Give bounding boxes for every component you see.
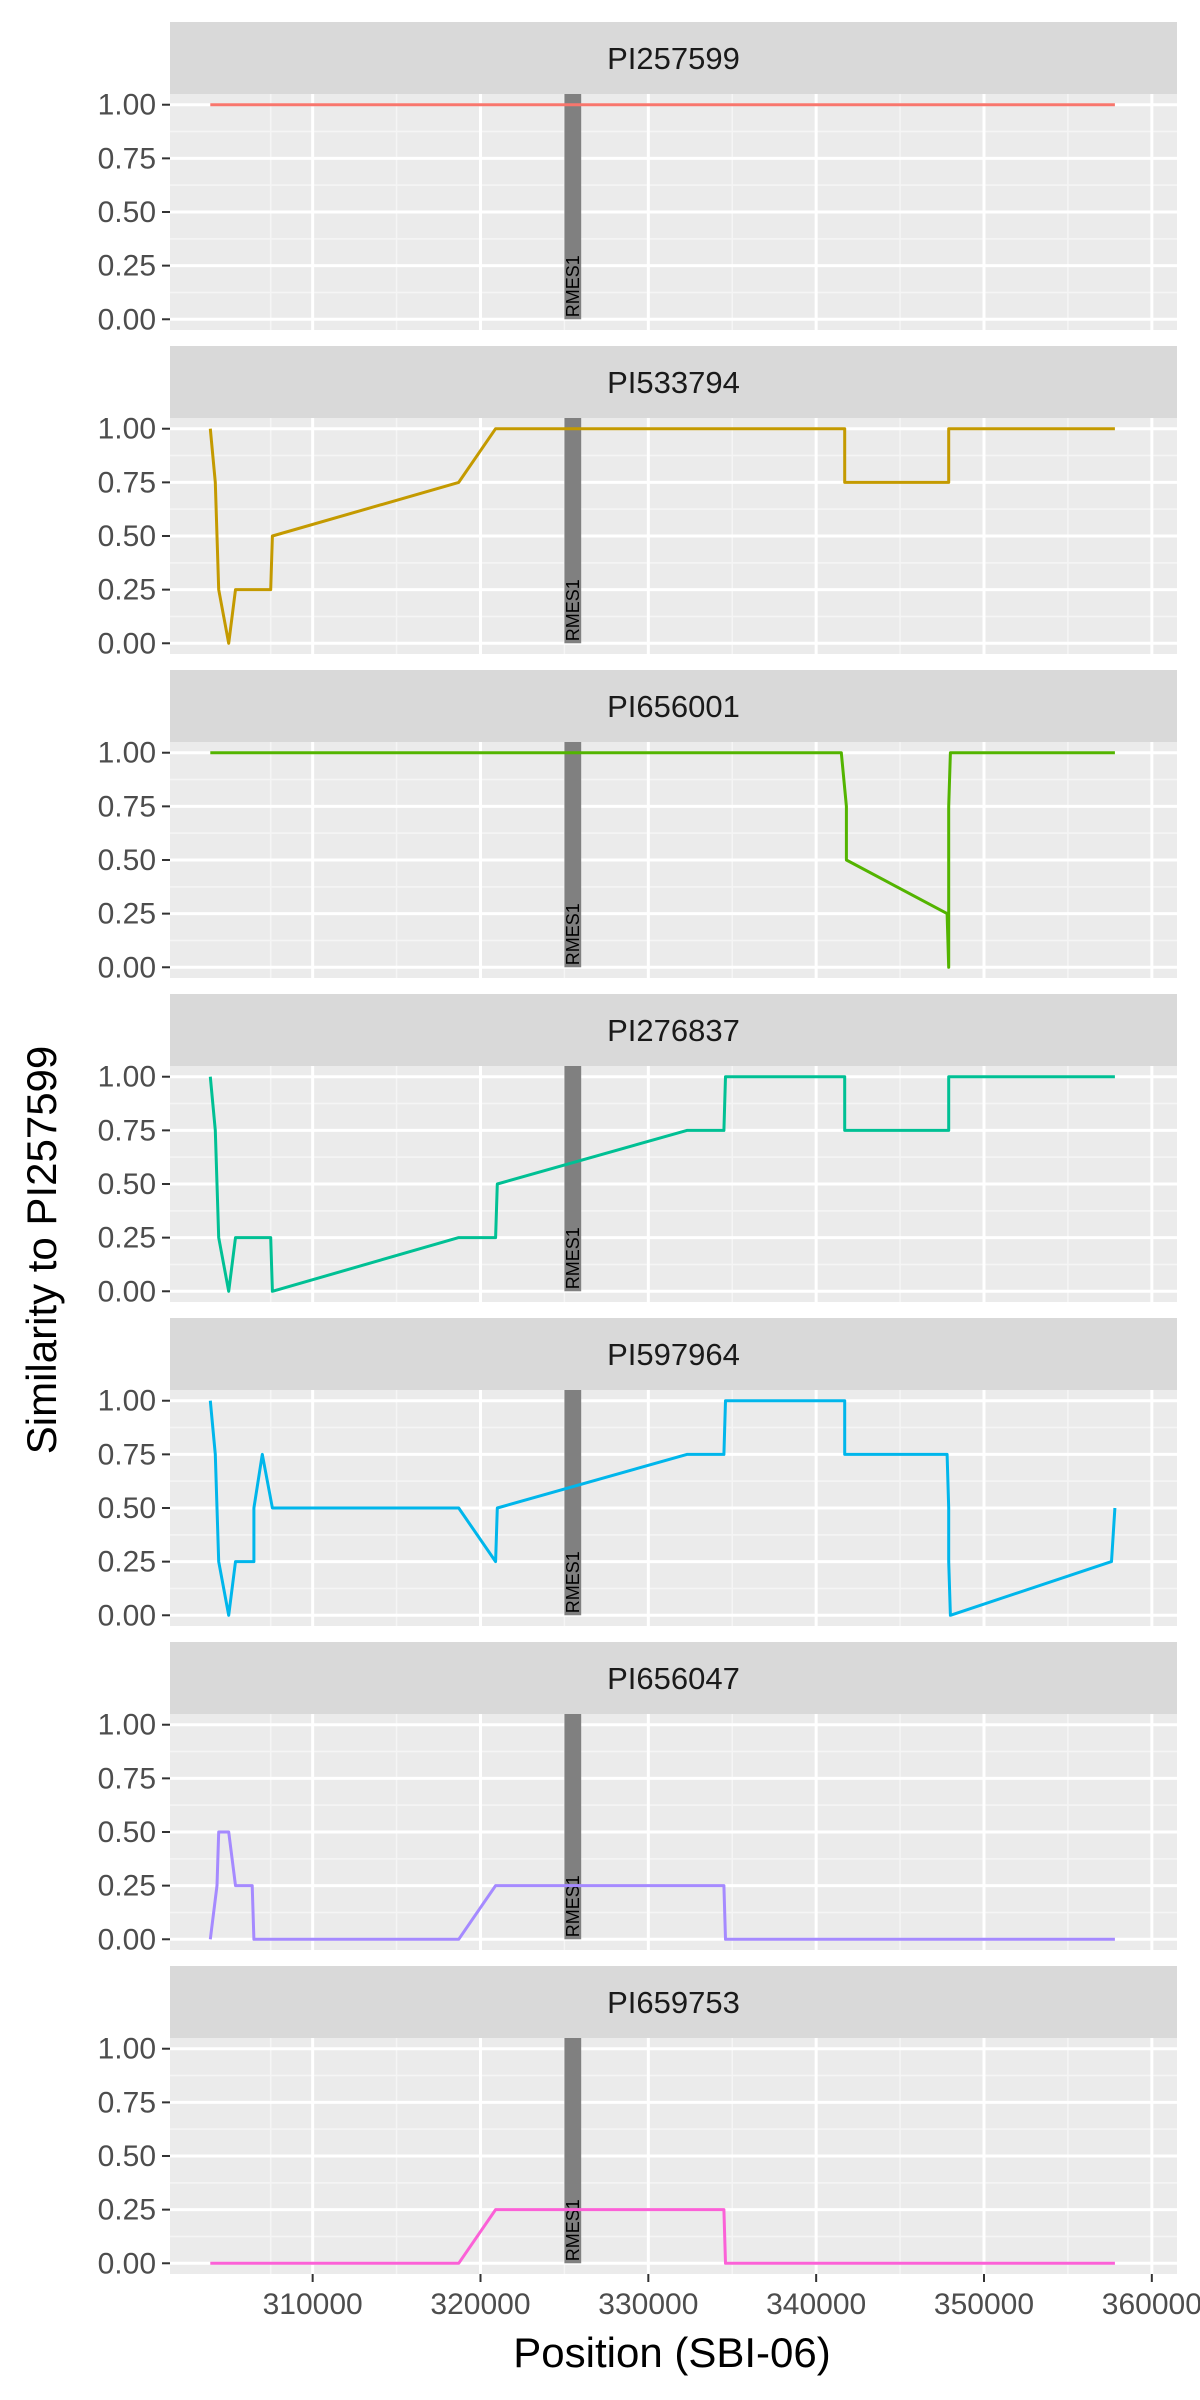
facet-strip-label: PI656047 xyxy=(607,1661,740,1696)
series-line xyxy=(210,751,1115,969)
y-tick-label: 0.00 xyxy=(98,303,156,336)
facet-strip-label: PI597964 xyxy=(607,1337,740,1372)
rmes1-region xyxy=(564,2038,582,2264)
y-tick-label: 0.75 xyxy=(98,466,156,499)
series-line xyxy=(208,427,1115,645)
y-tick-label: 1.00 xyxy=(98,1385,156,1418)
rmes1-region xyxy=(564,1390,582,1616)
rmes1-region xyxy=(564,94,582,320)
rmes1-region xyxy=(564,742,582,968)
x-tick-label: 350000 xyxy=(934,2288,1034,2321)
y-tick-label: 0.75 xyxy=(98,1762,156,1795)
facet-strip xyxy=(170,994,1177,1066)
y-tick-label: 0.50 xyxy=(98,1816,156,1849)
y-tick-label: 0.00 xyxy=(98,1923,156,1956)
series-line xyxy=(208,1830,1115,1941)
panel-content: RMES1 xyxy=(170,1714,1177,1950)
y-tick-label: 1.00 xyxy=(98,737,156,770)
facet-strip-label: PI276837 xyxy=(607,1013,740,1048)
y-tick-label: 0.50 xyxy=(98,196,156,229)
y-tick-label: 1.00 xyxy=(98,1061,156,1094)
y-tick-label: 0.25 xyxy=(98,1546,156,1579)
x-tick-label: 360000 xyxy=(1102,2288,1200,2321)
facet-panels: PI257599RMES10.000.250.500.751.00PI53379… xyxy=(98,22,1177,2280)
series-line xyxy=(208,1399,1117,1617)
y-tick-label: 0.25 xyxy=(98,1222,156,1255)
y-tick-label: 0.25 xyxy=(98,898,156,931)
panel-content: RMES1 xyxy=(170,1066,1177,1302)
region-label: RMES1 xyxy=(563,1551,583,1613)
region-label: RMES1 xyxy=(563,579,583,641)
y-tick-label: 0.50 xyxy=(98,520,156,553)
panel-content: RMES1 xyxy=(170,418,1177,654)
series-line xyxy=(210,2208,1115,2265)
region-label: RMES1 xyxy=(563,255,583,317)
x-tick-label: 340000 xyxy=(766,2288,866,2321)
y-tick-label: 0.00 xyxy=(98,627,156,660)
region-label: RMES1 xyxy=(563,1875,583,1937)
y-tick-label: 0.25 xyxy=(98,1870,156,1903)
facet-strip-label: PI659753 xyxy=(607,1985,740,2020)
facet-strip xyxy=(170,1966,1177,2038)
x-tick-label: 310000 xyxy=(263,2288,363,2321)
y-tick-label: 0.50 xyxy=(98,1492,156,1525)
x-tick-label: 320000 xyxy=(430,2288,530,2321)
facet-panel: PI656047 RMES1 0.00 0.25 0.50 0.75 1.00 xyxy=(98,1642,1177,1956)
y-tick-label: 0.25 xyxy=(98,2194,156,2227)
x-axis-title: Position (SBI-06) xyxy=(513,2329,830,2376)
y-tick-label: 0.50 xyxy=(98,2140,156,2173)
y-tick-label: 0.75 xyxy=(98,1114,156,1147)
rmes1-region xyxy=(564,1066,582,1292)
rmes1-region xyxy=(564,418,582,644)
facet-strip-label: PI257599 xyxy=(607,41,740,76)
facet-strip xyxy=(170,1642,1177,1714)
facet-panel: PI533794 RMES1 0.00 0.25 0.50 0.75 1.00 xyxy=(98,346,1177,660)
y-tick-label: 1.00 xyxy=(98,413,156,446)
rmes1-region xyxy=(564,1714,582,1940)
facet-panel: PI276837 RMES1 0.00 0.25 0.50 0.75 1.00 xyxy=(98,994,1177,1308)
facet-panel: PI257599 RMES1 0.00 0.25 0.50 0.75 1.00 xyxy=(98,22,1177,336)
x-tick-label: 330000 xyxy=(598,2288,698,2321)
y-tick-label: 1.00 xyxy=(98,2033,156,2066)
facet-strip xyxy=(170,346,1177,418)
facet-strip xyxy=(170,22,1177,94)
panel-content: RMES1 xyxy=(170,2038,1177,2274)
panel-content: RMES1 xyxy=(170,94,1177,330)
y-tick-label: 1.00 xyxy=(98,1709,156,1742)
y-tick-label: 0.75 xyxy=(98,2086,156,2119)
facet-panel: PI597964 RMES1 0.00 0.25 0.50 0.75 1.00 xyxy=(98,1318,1177,1632)
y-tick-label: 0.00 xyxy=(98,951,156,984)
facet-panel: PI659753 RMES1 0.00 0.25 0.50 0.75 1.00 xyxy=(98,1966,1177,2280)
region-label: RMES1 xyxy=(563,2199,583,2261)
y-tick-label: 0.25 xyxy=(98,574,156,607)
y-tick-label: 0.75 xyxy=(98,1438,156,1471)
facet-strip-label: PI533794 xyxy=(607,365,740,400)
y-tick-label: 0.00 xyxy=(98,1599,156,1632)
panel-content: RMES1 xyxy=(170,1390,1177,1626)
series-line xyxy=(208,1075,1115,1293)
facet-panel: PI656001 RMES1 0.00 0.25 0.50 0.75 1.00 xyxy=(98,670,1177,984)
facet-strip xyxy=(170,1318,1177,1390)
y-tick-label: 0.50 xyxy=(98,844,156,877)
region-label: RMES1 xyxy=(563,903,583,965)
x-axis: 310000 320000 330000 340000 350000 360000 xyxy=(263,2274,1200,2321)
facet-strip xyxy=(170,670,1177,742)
y-tick-label: 0.00 xyxy=(98,1275,156,1308)
y-tick-label: 0.50 xyxy=(98,1168,156,1201)
y-tick-label: 1.00 xyxy=(98,89,156,122)
y-tick-label: 0.75 xyxy=(98,142,156,175)
y-tick-label: 0.25 xyxy=(98,250,156,283)
region-label: RMES1 xyxy=(563,1227,583,1289)
y-axis-title: Similarity to PI257599 xyxy=(18,1046,65,1455)
y-tick-label: 0.00 xyxy=(98,2247,156,2280)
y-tick-label: 0.75 xyxy=(98,790,156,823)
panel-content: RMES1 xyxy=(170,742,1177,978)
facet-strip-label: PI656001 xyxy=(607,689,740,724)
